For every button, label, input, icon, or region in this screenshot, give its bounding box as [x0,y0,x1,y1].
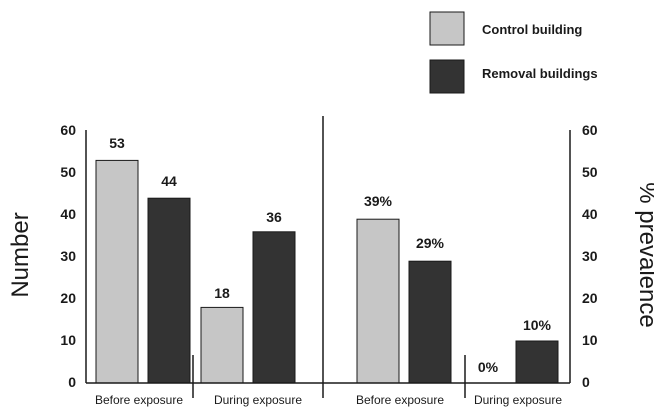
right-y-tick-label: 20 [582,290,598,306]
bar [408,260,452,384]
category-label: Before exposure [95,393,183,407]
right-y-tick-label: 0 [582,374,590,390]
data-label: 18 [214,285,230,301]
data-label: 0% [478,359,499,375]
bars [95,159,559,384]
bar [200,306,244,384]
data-label: 36 [266,209,282,225]
axes [85,116,571,398]
legend-label-control: Control building [482,22,582,37]
bar [147,197,191,384]
bar [95,159,139,384]
right-y-tick-label: 50 [582,164,598,180]
left-y-tick-label: 0 [68,374,76,390]
category-label: Before exposure [356,393,444,407]
left-y-tick-label: 20 [60,290,76,306]
bar [356,218,400,384]
left-y-axis-title: Number [7,212,34,297]
legend: Control building Removal buildings [429,11,598,94]
left-y-tick-label: 40 [60,206,76,222]
data-label: 39% [364,193,393,209]
data-label: 53 [109,135,125,151]
legend-label-removal: Removal buildings [482,66,598,81]
category-label: During exposure [474,393,562,407]
right-y-tick-label: 10 [582,332,598,348]
data-label: 29% [416,235,445,251]
bar [515,340,559,384]
right-y-tick-label: 40 [582,206,598,222]
left-y-tick-label: 60 [60,122,76,138]
left-y-tick-label: 10 [60,332,76,348]
data-labels: 53 44 18 36 39% 29% 0% 10% [109,135,551,375]
left-y-tick-label: 50 [60,164,76,180]
left-y-tick-label: 30 [60,248,76,264]
category-label: During exposure [214,393,302,407]
data-label: 44 [161,173,177,189]
left-y-ticks: 0 10 20 30 40 50 60 [60,122,76,390]
right-y-axis-title: % prevalence [634,182,654,327]
data-label: 10% [523,317,552,333]
right-y-ticks: 0 10 20 30 40 50 60 [582,122,598,390]
legend-swatch-control [429,11,465,46]
right-y-tick-label: 30 [582,248,598,264]
bar [252,231,296,384]
legend-swatch-removal [429,59,465,94]
category-labels: Before exposure During exposure Before e… [95,393,562,407]
right-y-tick-label: 60 [582,122,598,138]
